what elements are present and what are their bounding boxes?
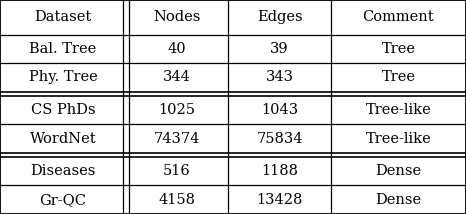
Text: Dense: Dense (376, 193, 421, 207)
Text: Tree-like: Tree-like (365, 103, 432, 117)
Text: 74374: 74374 (154, 132, 200, 146)
Text: Edges: Edges (257, 10, 302, 24)
Text: 1025: 1025 (158, 103, 196, 117)
Text: Gr-QC: Gr-QC (40, 193, 86, 207)
Text: Dataset: Dataset (34, 10, 91, 24)
Text: 4158: 4158 (158, 193, 196, 207)
Text: 1188: 1188 (261, 164, 298, 178)
Text: 75834: 75834 (256, 132, 303, 146)
Text: 40: 40 (168, 42, 186, 56)
Text: 343: 343 (266, 70, 294, 84)
Text: Phy. Tree: Phy. Tree (28, 70, 97, 84)
Text: WordNet: WordNet (30, 132, 96, 146)
Text: Tree-like: Tree-like (365, 132, 432, 146)
Text: 344: 344 (163, 70, 191, 84)
Text: 13428: 13428 (256, 193, 303, 207)
Text: Tree: Tree (382, 70, 415, 84)
Text: CS PhDs: CS PhDs (31, 103, 95, 117)
Text: 1043: 1043 (261, 103, 298, 117)
Text: Diseases: Diseases (30, 164, 96, 178)
Text: Tree: Tree (382, 42, 415, 56)
Text: Nodes: Nodes (153, 10, 201, 24)
Text: Comment: Comment (363, 10, 434, 24)
Text: Bal. Tree: Bal. Tree (29, 42, 96, 56)
Text: Dense: Dense (376, 164, 421, 178)
Text: 39: 39 (270, 42, 289, 56)
Text: 516: 516 (163, 164, 191, 178)
